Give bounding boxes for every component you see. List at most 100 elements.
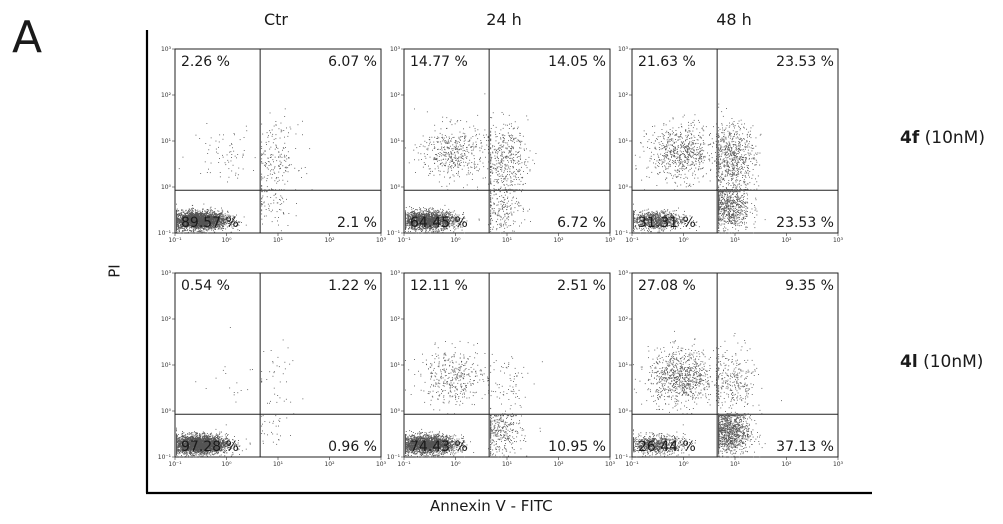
scatter-point [263, 202, 265, 204]
scatter-point [208, 225, 210, 226]
scatter-point [176, 217, 177, 219]
scatter-point [182, 212, 184, 213]
scatter-point [438, 230, 440, 232]
scatter-point [214, 221, 216, 223]
scatter-point [222, 156, 224, 158]
scatter-point [262, 153, 264, 155]
scatter-point [409, 206, 411, 208]
scatter-point [177, 215, 179, 217]
scatter-point [277, 181, 279, 182]
scatter-point [285, 160, 287, 162]
scatter-point [270, 157, 271, 158]
scatter-point [182, 224, 184, 226]
column-header-ctr: Ctr [263, 10, 289, 29]
scatter-point [195, 227, 197, 229]
scatter-point [265, 165, 266, 167]
scatter-point [176, 218, 177, 220]
scatter-point [280, 129, 282, 131]
scatter-point [226, 218, 228, 220]
scatter-point [191, 230, 193, 232]
scatter-point [214, 208, 216, 210]
scatter-point [268, 209, 270, 211]
scatter-point [178, 229, 180, 231]
scatter-point [261, 210, 263, 212]
scatter-point [207, 213, 209, 214]
scatter-point [279, 154, 281, 156]
scatter-point [262, 191, 264, 193]
scatter-point [189, 229, 190, 231]
scatter-point [235, 174, 236, 176]
scatter-point [194, 230, 196, 232]
scatter-point [236, 157, 237, 159]
scatter-point [231, 144, 233, 145]
scatter-point [282, 147, 284, 149]
scatter-point [191, 212, 193, 213]
scatter-point [265, 191, 267, 193]
scatter-point [463, 212, 464, 213]
scatter-point [232, 218, 234, 220]
scatter-point [181, 218, 182, 220]
scatter-point [192, 232, 194, 234]
scatter-point [214, 228, 216, 230]
scatter-point [224, 162, 226, 164]
scatter-point [245, 224, 247, 226]
scatter-point [222, 225, 224, 226]
x-tick-label: 10¹ [273, 237, 284, 244]
scatter-point [209, 207, 211, 209]
x-tick-label: 10⁻¹ [168, 237, 182, 244]
scatter-point [406, 214, 408, 216]
scatter-point [230, 151, 232, 153]
scatter-point [428, 208, 430, 209]
scatter-point [438, 212, 440, 214]
scatter-point [246, 130, 248, 132]
scatter-point [217, 152, 219, 154]
scatter-point [478, 218, 480, 220]
scatter-point [284, 108, 286, 110]
scatter-point [232, 147, 233, 149]
scatter-point [271, 188, 272, 190]
scatter-point [176, 221, 177, 223]
scatter-point [214, 227, 216, 228]
scatter-point [272, 169, 274, 171]
scatter-point [237, 229, 239, 231]
scatter-point [234, 134, 235, 136]
scatter-point [215, 229, 216, 230]
scatter-point [206, 123, 208, 124]
scatter-point [406, 222, 408, 224]
scatter-point [231, 224, 232, 226]
scatter-point [208, 210, 210, 212]
scatter-point [176, 217, 178, 218]
scatter-point [239, 230, 240, 231]
scatter-point [261, 213, 263, 215]
scatter-point [272, 133, 274, 135]
scatter-point [218, 141, 220, 143]
scatter-point [178, 226, 180, 227]
scatter-point [176, 223, 178, 225]
scatter-point [182, 228, 184, 229]
scatter-point [262, 133, 264, 135]
scatter-point [436, 212, 438, 214]
scatter-point [407, 230, 409, 232]
scatter-point [261, 191, 263, 193]
scatter-point [281, 156, 283, 158]
scatter-point [278, 165, 280, 167]
scatter-point [405, 211, 406, 213]
scatter-point [441, 212, 443, 213]
scatter-point [187, 218, 189, 220]
scatter-point [235, 172, 237, 174]
scatter-point [196, 231, 198, 232]
scatter-point [265, 215, 267, 217]
scatter-point [193, 232, 195, 234]
scatter-point [199, 232, 201, 234]
scatter-point [433, 211, 435, 212]
scatter-point [203, 228, 205, 229]
scatter-point [180, 213, 182, 214]
scatter-point [221, 209, 223, 211]
scatter-point [199, 225, 200, 227]
scatter-point [176, 226, 177, 228]
scatter-point [210, 228, 212, 230]
scatter-point [279, 204, 281, 205]
scatter-point [440, 211, 442, 213]
